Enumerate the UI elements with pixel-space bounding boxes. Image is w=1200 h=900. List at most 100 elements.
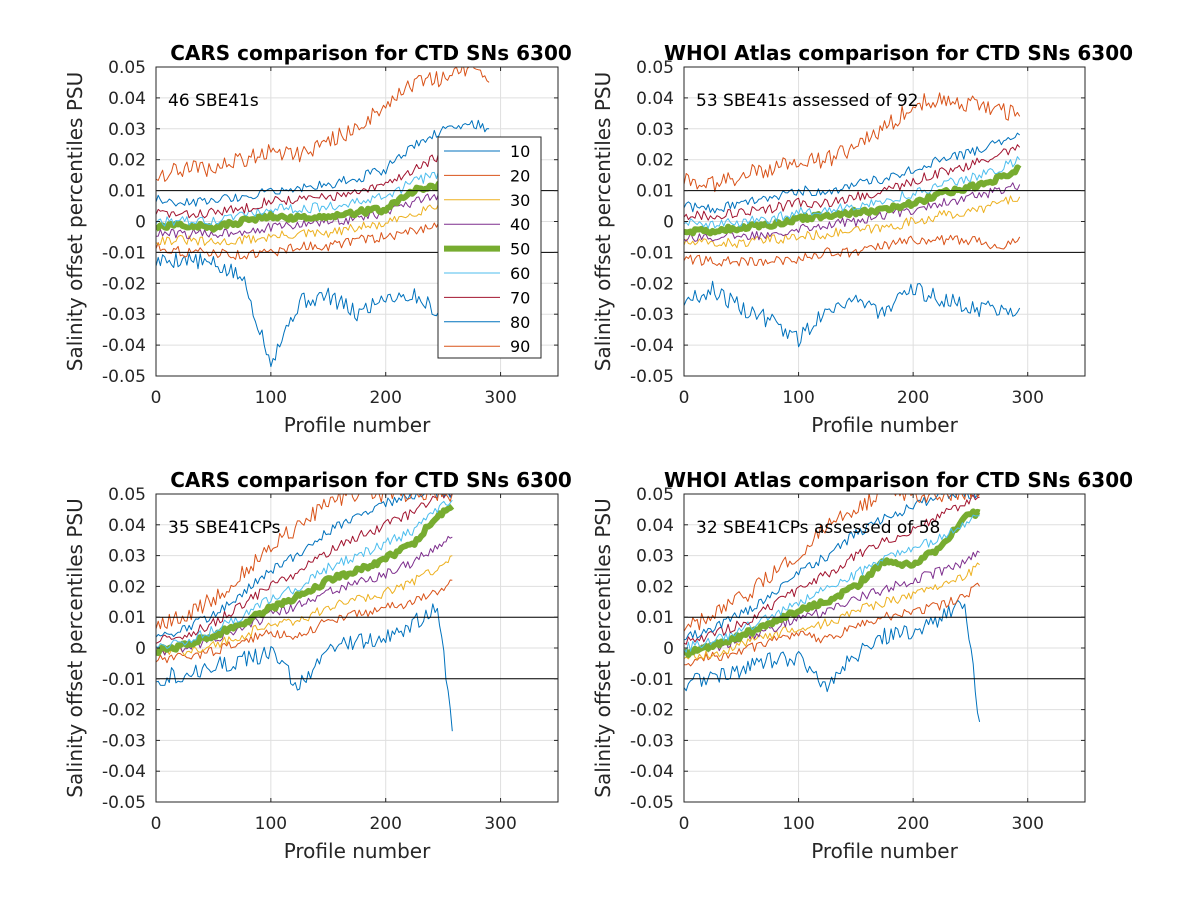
series-line-50	[156, 503, 455, 657]
y-tick-label: 0.04	[108, 89, 146, 109]
series-line-70	[684, 494, 980, 645]
y-tick-label: 0.02	[636, 151, 674, 171]
series-line-60	[156, 164, 490, 227]
y-tick-label: 0	[663, 213, 674, 233]
x-tick-label: 300	[484, 814, 516, 834]
x-tick-label: 100	[782, 814, 814, 834]
x-tick-label: 100	[255, 388, 287, 408]
y-tick-label: 0.01	[636, 608, 674, 628]
y-axis-label: Salinity offset percentiles PSU	[591, 72, 615, 371]
legend-label-50: 50	[510, 240, 530, 259]
y-tick-label: 0.04	[636, 516, 674, 536]
legend-label-80: 80	[510, 313, 530, 332]
y-tick-label: 0	[135, 639, 146, 659]
y-tick-label: 0.01	[108, 182, 146, 202]
legend-label-90: 90	[510, 337, 530, 356]
sensor-count-annotation: 32 SBE41CPs assessed of 58	[696, 518, 940, 538]
y-tick-label: 0.02	[636, 577, 674, 597]
subplot-2: -0.05 -0.04 -0.03 -0.02 -0.01 0 0.01 0.02 0.03 0.…	[591, 41, 1133, 437]
series-line-80	[684, 132, 1021, 214]
series-line-30	[156, 197, 490, 246]
series-line-90	[684, 92, 1021, 193]
sensor-count-annotation: 35 SBE41CPs	[168, 518, 281, 538]
y-tick-label: -0.01	[630, 243, 674, 263]
series-line-30	[156, 555, 453, 657]
series-line-60	[156, 499, 453, 649]
subplot-4: -0.05 -0.04 -0.03 -0.02 -0.01 0 0.01 0.02 0.03 0.…	[591, 468, 1133, 863]
y-tick-label: -0.05	[630, 367, 674, 387]
y-tick-label: 0.03	[108, 547, 146, 567]
series-line-70	[684, 144, 1021, 221]
x-tick-label: 0	[151, 388, 162, 408]
series-line-80	[156, 494, 453, 638]
y-tick-label: 0.05	[108, 58, 146, 78]
y-axis-label: Salinity offset percentiles PSU	[63, 498, 87, 797]
series-line-10	[684, 599, 981, 723]
series-group	[156, 494, 455, 732]
sensor-count-annotation: 46 SBE41s	[168, 91, 259, 111]
legend-label-40: 40	[510, 215, 530, 234]
x-tick-label: 300	[1011, 388, 1043, 408]
series-line-70	[156, 148, 490, 219]
chart-title: CARS comparison for CTD SNs 6300	[170, 41, 572, 65]
subplot-1: -0.05 -0.04 -0.03 -0.02 -0.01 0 0.01 0.02 0.03 0.…	[63, 41, 572, 437]
legend-label-30: 30	[510, 191, 530, 210]
x-tick-label: 100	[782, 388, 814, 408]
y-tick-label: 0.03	[636, 547, 674, 567]
y-tick-label: -0.04	[630, 762, 674, 782]
series-group	[156, 67, 491, 368]
x-tick-label: 0	[151, 814, 162, 834]
y-tick-label: -0.05	[102, 793, 146, 813]
y-tick-label: 0.01	[108, 608, 146, 628]
series-line-20	[156, 216, 490, 260]
y-tick-label: 0.02	[108, 151, 146, 171]
y-tick-label: -0.04	[102, 762, 146, 782]
y-tick-label: 0.04	[636, 89, 674, 109]
series-group	[684, 494, 981, 723]
y-tick-label: -0.01	[102, 243, 146, 263]
legend-label-70: 70	[510, 288, 530, 307]
y-axis-label: Salinity offset percentiles PSU	[591, 498, 615, 797]
x-tick-label: 200	[369, 814, 401, 834]
series-line-50	[156, 176, 491, 233]
x-tick-label: 0	[679, 814, 690, 834]
y-tick-label: 0.04	[108, 516, 146, 536]
legend-label-60: 60	[510, 264, 530, 283]
x-tick-label: 0	[679, 388, 690, 408]
series-line-30	[684, 562, 980, 660]
y-tick-label: -0.02	[630, 274, 674, 294]
y-tick-label: 0.02	[108, 577, 146, 597]
y-tick-label: -0.05	[630, 793, 674, 813]
y-tick-label: 0.05	[108, 485, 146, 505]
y-tick-label: -0.04	[630, 336, 674, 356]
y-tick-label: -0.04	[102, 336, 146, 356]
sensor-count-annotation: 53 SBE41s assessed of 92	[696, 91, 919, 111]
y-tick-label: 0.05	[636, 485, 674, 505]
y-tick-label: -0.02	[102, 274, 146, 294]
x-axis-label: Profile number	[284, 839, 431, 863]
x-axis-label: Profile number	[811, 413, 958, 437]
y-tick-label: -0.03	[102, 731, 146, 751]
series-line-40	[684, 182, 1021, 242]
y-tick-label: 0.03	[108, 120, 146, 140]
series-line-10	[156, 603, 453, 732]
x-tick-label: 200	[897, 814, 929, 834]
subplot-3: -0.05 -0.04 -0.03 -0.02 -0.01 0 0.01 0.02 0.03 0.…	[63, 468, 572, 863]
x-tick-label: 100	[255, 814, 287, 834]
x-axis-label: Profile number	[284, 413, 431, 437]
x-tick-label: 200	[897, 388, 929, 408]
series-line-80	[156, 119, 490, 207]
chart-title: WHOI Atlas comparison for CTD SNs 6300	[664, 468, 1133, 492]
x-tick-label: 300	[484, 388, 516, 408]
series-line-10	[156, 252, 490, 368]
y-tick-label: 0	[135, 213, 146, 233]
series-line-90	[684, 494, 980, 632]
series-line-10	[684, 280, 1021, 348]
x-tick-label: 300	[1011, 814, 1043, 834]
series-line-60	[684, 156, 1021, 229]
series-line-40	[156, 186, 490, 240]
y-tick-label: -0.03	[102, 305, 146, 325]
chart-title: CARS comparison for CTD SNs 6300	[170, 468, 572, 492]
y-tick-label: -0.05	[102, 367, 146, 387]
